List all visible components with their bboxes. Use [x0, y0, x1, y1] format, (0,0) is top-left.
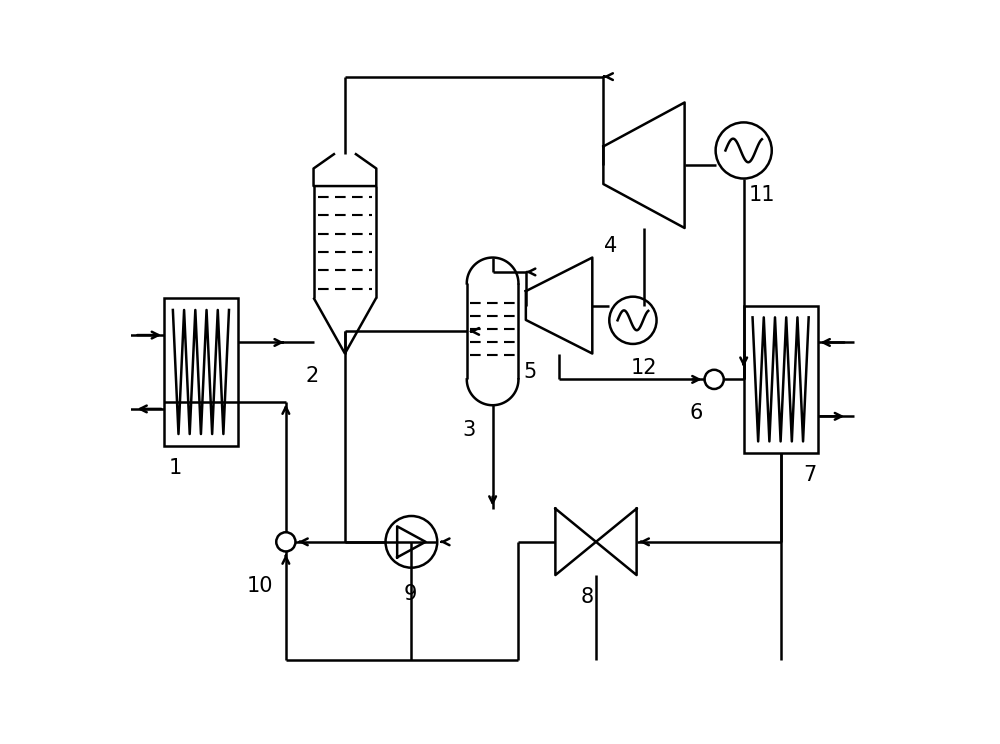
Text: 5: 5 — [523, 362, 536, 382]
Text: 4: 4 — [604, 237, 617, 257]
Text: 3: 3 — [462, 420, 476, 440]
Bar — [744, 306, 818, 453]
Text: 8: 8 — [581, 587, 594, 607]
Text: 2: 2 — [305, 366, 318, 385]
Text: 11: 11 — [749, 185, 775, 205]
Text: 12: 12 — [631, 359, 657, 378]
Text: 1: 1 — [168, 458, 182, 478]
Text: 7: 7 — [804, 466, 817, 485]
Text: 10: 10 — [247, 576, 273, 596]
Text: 9: 9 — [403, 583, 417, 603]
Text: 6: 6 — [689, 403, 702, 423]
Bar — [164, 298, 238, 446]
